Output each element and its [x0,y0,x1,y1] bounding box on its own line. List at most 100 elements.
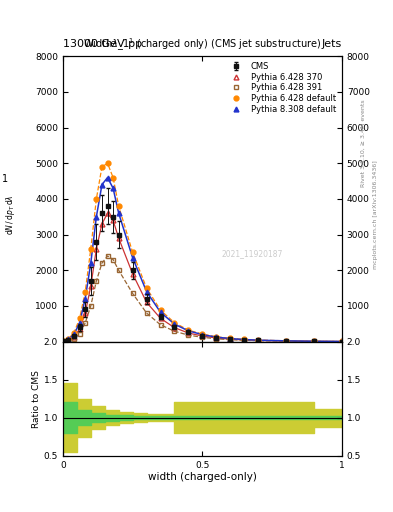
Pythia 6.428 370 [214,335,219,341]
Pythia 8.308 default [61,338,65,344]
Pythia 6.428 default [94,196,99,202]
Pythia 6.428 default [61,338,65,344]
Pythia 6.428 391 [72,336,76,342]
Pythia 6.428 default [77,315,82,322]
Pythia 8.308 default [99,182,104,188]
Pythia 8.308 default [200,332,205,338]
Pythia 6.428 default [340,338,344,345]
Pythia 6.428 default [172,319,177,326]
Pythia 6.428 370 [105,210,110,216]
Pythia 6.428 391 [105,253,110,259]
Pythia 8.308 default [105,175,110,181]
Pythia 6.428 default [83,289,88,295]
Pythia 6.428 391 [88,303,93,309]
Pythia 8.308 default [88,260,93,266]
Pythia 6.428 391 [116,267,121,273]
Pythia 8.308 default [228,335,233,342]
Pythia 6.428 391 [312,338,316,345]
Pythia 8.308 default [256,337,261,343]
Pythia 6.428 default [66,336,71,342]
Y-axis label: Ratio to CMS: Ratio to CMS [32,370,41,428]
Pythia 6.428 370 [61,338,65,345]
Pythia 8.308 default [186,328,191,334]
Pythia 6.428 default [214,334,219,340]
X-axis label: width (charged-only): width (charged-only) [148,472,257,482]
Line: Pythia 8.308 default: Pythia 8.308 default [61,175,344,344]
Pythia 6.428 default [130,249,135,255]
Pythia 6.428 391 [256,337,261,344]
Line: Pythia 6.428 391: Pythia 6.428 391 [61,253,344,344]
Pythia 6.428 370 [242,337,247,343]
Pythia 6.428 370 [116,235,121,241]
Pythia 6.428 370 [144,300,149,306]
Pythia 6.428 391 [340,338,344,345]
Pythia 6.428 default [242,336,247,343]
Pythia 6.428 370 [77,326,82,332]
Text: 13000 GeV pp: 13000 GeV pp [63,38,142,49]
Pythia 6.428 391 [66,337,71,344]
Pythia 8.308 default [130,254,135,261]
Text: Jets: Jets [321,38,342,49]
Pythia 6.428 370 [228,336,233,342]
Text: Width$\lambda\_1^1$ (charged only) (CMS jet substructure): Width$\lambda\_1^1$ (charged only) (CMS … [83,37,321,53]
Pythia 6.428 370 [186,330,191,336]
Pythia 6.428 391 [200,334,205,340]
Pythia 8.308 default [72,331,76,337]
Pythia 6.428 default [284,338,288,344]
Text: mcplots.cern.ch [arXiv:1306.3436]: mcplots.cern.ch [arXiv:1306.3436] [373,161,378,269]
Pythia 6.428 391 [228,336,233,343]
Pythia 6.428 391 [61,338,65,345]
Pythia 6.428 370 [284,338,288,344]
Pythia 6.428 default [111,175,116,181]
Pythia 6.428 370 [172,325,177,331]
Pythia 6.428 391 [111,257,116,263]
Pythia 6.428 default [312,338,316,344]
Pythia 6.428 391 [158,322,163,328]
Pythia 6.428 default [228,335,233,342]
Pythia 8.308 default [77,319,82,326]
Pythia 6.428 default [144,285,149,291]
Pythia 6.428 370 [340,338,344,345]
Pythia 6.428 391 [99,260,104,266]
Pythia 8.308 default [66,336,71,343]
Text: Rivet 3.1.10, ≥ 3.4M events: Rivet 3.1.10, ≥ 3.4M events [361,99,366,187]
Pythia 6.428 370 [94,246,99,252]
Pythia 6.428 391 [186,332,191,338]
Text: 2021_11920187: 2021_11920187 [222,249,283,258]
Line: Pythia 6.428 370: Pythia 6.428 370 [61,211,344,344]
Pythia 6.428 370 [66,337,71,343]
Pythia 6.428 370 [312,338,316,345]
Text: 1: 1 [2,174,8,184]
Pythia 8.308 default [312,338,316,345]
Pythia 6.428 default [158,307,163,313]
Text: $\mathrm{d}N\,/\,\mathrm{d}p_T\,\mathrm{d}\lambda$: $\mathrm{d}N\,/\,\mathrm{d}p_T\,\mathrm{… [4,195,17,236]
Pythia 6.428 370 [99,221,104,227]
Pythia 6.428 370 [83,310,88,316]
Pythia 6.428 391 [172,328,177,334]
Legend: CMS, Pythia 6.428 370, Pythia 6.428 391, Pythia 6.428 default, Pythia 8.308 defa: CMS, Pythia 6.428 370, Pythia 6.428 391,… [224,60,338,116]
Pythia 8.308 default [94,214,99,220]
Pythia 6.428 391 [242,337,247,344]
Pythia 6.428 391 [94,278,99,284]
Pythia 6.428 391 [214,336,219,342]
Pythia 8.308 default [172,321,177,327]
Pythia 6.428 370 [256,337,261,344]
Pythia 6.428 370 [130,271,135,277]
Pythia 6.428 370 [158,315,163,322]
Pythia 6.428 default [200,331,205,337]
Line: Pythia 6.428 default: Pythia 6.428 default [61,161,344,344]
Pythia 6.428 391 [144,310,149,316]
Pythia 8.308 default [111,185,116,191]
Pythia 6.428 391 [77,331,82,337]
Pythia 6.428 370 [72,334,76,340]
Pythia 8.308 default [214,334,219,340]
Pythia 8.308 default [83,296,88,302]
Pythia 8.308 default [158,309,163,315]
Pythia 8.308 default [144,289,149,295]
Pythia 6.428 default [99,164,104,170]
Pythia 8.308 default [284,338,288,344]
Pythia 8.308 default [242,336,247,343]
Pythia 6.428 391 [284,338,288,344]
Pythia 6.428 default [186,327,191,333]
Pythia 6.428 391 [83,320,88,326]
